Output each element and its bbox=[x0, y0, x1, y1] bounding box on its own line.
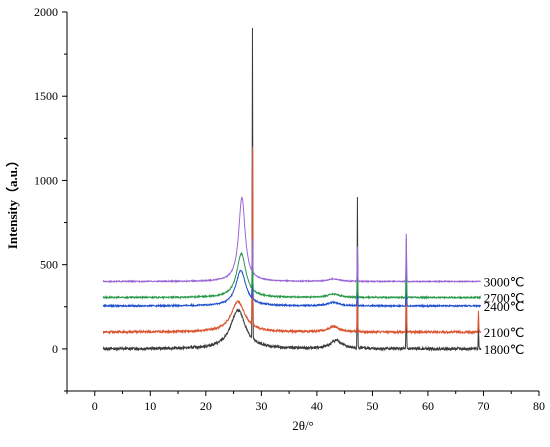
x-tick-label: 20 bbox=[200, 399, 212, 413]
x-tick-label: 50 bbox=[366, 399, 378, 413]
x-tick-label: 10 bbox=[144, 399, 156, 413]
axes bbox=[66, 12, 539, 392]
y-tick-label: 2000 bbox=[34, 5, 58, 19]
series-label: 2100℃ bbox=[484, 325, 525, 340]
series-label: 1800℃ bbox=[484, 342, 525, 357]
series-line bbox=[102, 146, 482, 335]
x-tick-label: 30 bbox=[255, 399, 267, 413]
y-tick-label: 500 bbox=[40, 258, 58, 272]
series-line bbox=[102, 246, 482, 309]
series-curves bbox=[102, 27, 482, 352]
x-ticks: 0 10 20 30 40 50 60 70 80 bbox=[66, 391, 545, 413]
y-axis-title: Intensity（a.u.） bbox=[5, 154, 20, 249]
x-axis-title: 2θ/° bbox=[292, 418, 314, 433]
series-line bbox=[102, 196, 481, 284]
y-ticks: 0 500 1000 1500 2000 bbox=[34, 5, 67, 392]
x-tick-label: 0 bbox=[92, 399, 98, 413]
series-label: 2700℃ bbox=[484, 291, 525, 306]
x-tick-label: 70 bbox=[477, 399, 489, 413]
x-tick-label: 60 bbox=[422, 399, 434, 413]
y-tick-label: 1000 bbox=[34, 173, 58, 187]
y-tick-label: 1500 bbox=[34, 89, 58, 103]
series-line bbox=[102, 27, 482, 352]
x-tick-label: 40 bbox=[311, 399, 323, 413]
y-tick-label: 0 bbox=[52, 342, 58, 356]
series-label: 3000℃ bbox=[484, 275, 525, 290]
series-line bbox=[102, 237, 482, 300]
x-tick-label: 80 bbox=[533, 399, 545, 413]
series-label: 2400℃ bbox=[484, 299, 525, 314]
